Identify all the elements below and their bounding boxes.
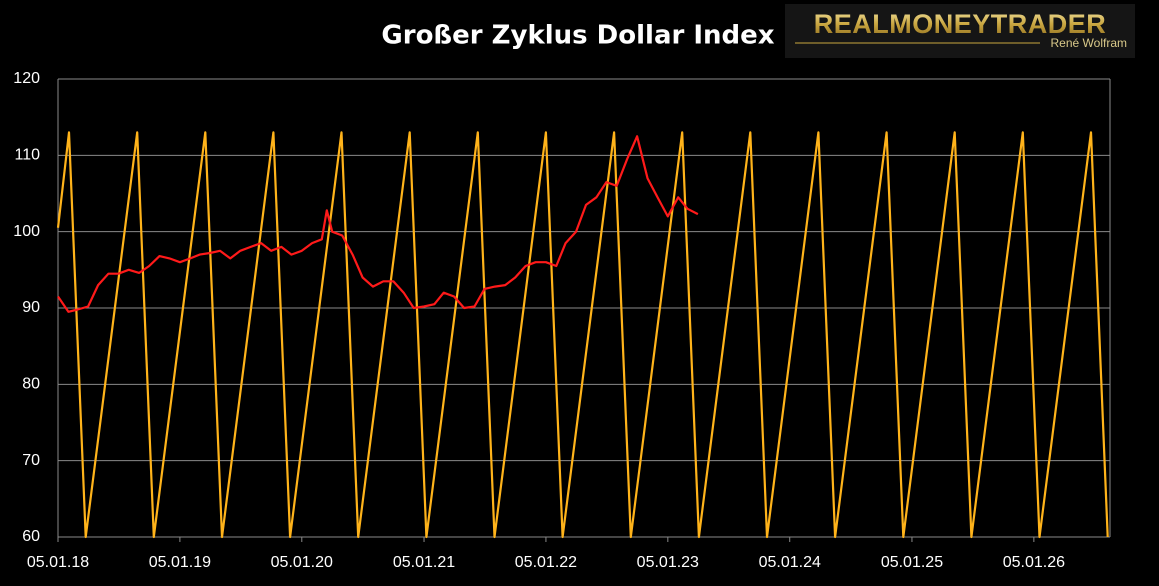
logo-box xyxy=(785,4,1135,58)
x-tick-label: 05.01.20 xyxy=(271,554,333,571)
x-tick-label: 05.01.18 xyxy=(27,554,89,571)
y-tick-label: 100 xyxy=(13,223,40,240)
x-tick-label: 05.01.23 xyxy=(637,554,699,571)
y-tick-label: 60 xyxy=(22,528,40,545)
x-tick-label: 05.01.22 xyxy=(515,554,577,571)
series-line xyxy=(57,135,699,313)
x-tick-label: 05.01.19 xyxy=(149,554,211,571)
x-tick-label: 05.01.26 xyxy=(1003,554,1065,571)
plot-area: 60 70 80 90 100 110 120 05.01.18 05.01.19 05.01.2… xyxy=(13,70,1111,571)
logo-subtitle: René Wolfram xyxy=(1051,36,1127,50)
y-tick-label: 70 xyxy=(22,452,40,469)
y-tick-label: 110 xyxy=(14,147,40,164)
logo-name: REALMONEYTRADER xyxy=(814,9,1107,39)
y-tick-label: 120 xyxy=(13,70,40,87)
chart-title: Großer Zyklus Dollar Index xyxy=(381,21,774,51)
x-tick-label: 05.01.24 xyxy=(759,554,821,571)
y-tick-label: 80 xyxy=(22,376,40,393)
y-tick-label: 90 xyxy=(22,299,40,316)
x-tick-label: 05.01.25 xyxy=(881,554,943,571)
series-line xyxy=(56,131,1109,539)
x-tick-label: 05.01.21 xyxy=(393,554,455,571)
